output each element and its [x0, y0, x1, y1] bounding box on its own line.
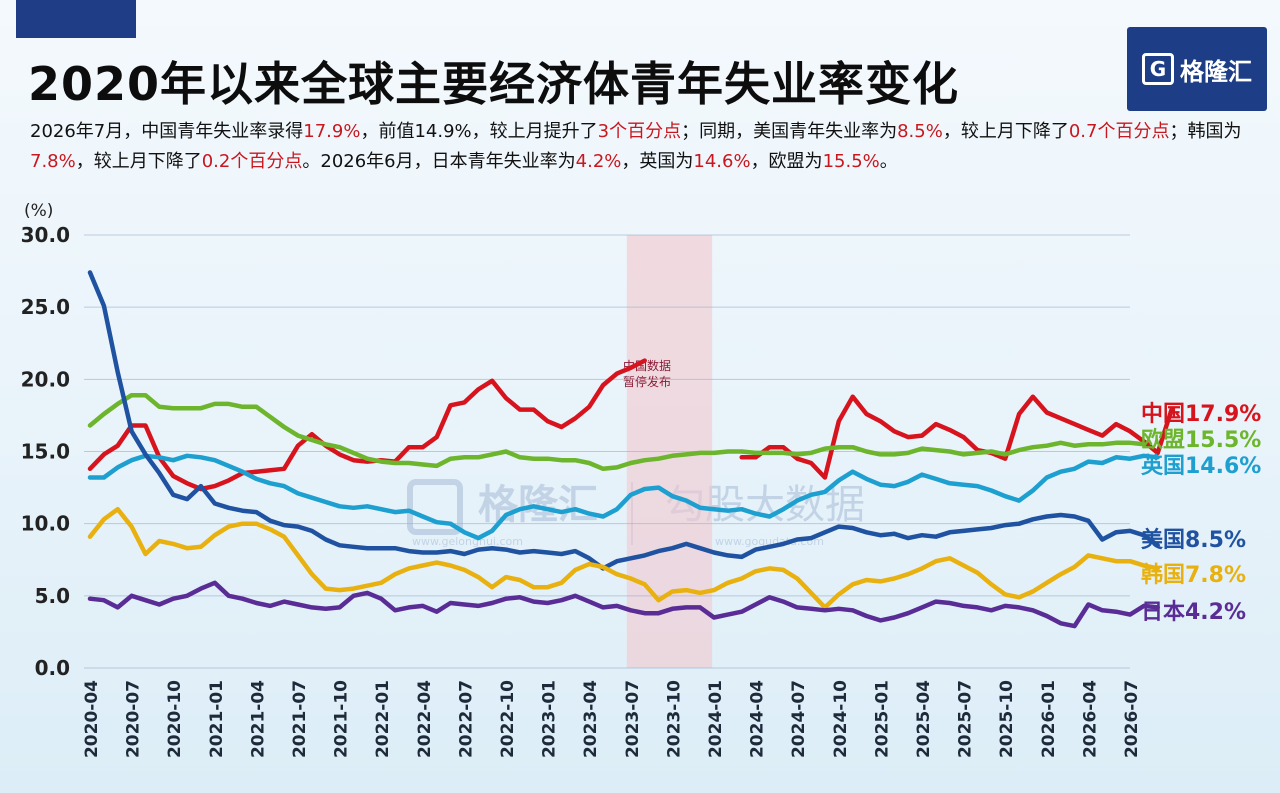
summary-run: ，较上月下降了: [942, 121, 1069, 142]
y-tick-label: 5.0: [35, 584, 70, 608]
series-label-美国: 美国8.5%: [1141, 527, 1246, 553]
summary-highlight: 4.2%: [575, 151, 622, 172]
summary-run: ；同期，美国青年失业率为: [681, 121, 898, 142]
y-tick-label: 10.0: [21, 512, 70, 536]
x-tick-label: 2025-04: [914, 680, 934, 758]
x-tick-label: 2024-07: [789, 680, 809, 758]
brand-logo: G 格隆汇: [1127, 27, 1267, 111]
x-tick-label: 2024-01: [706, 680, 726, 758]
summary-run: ，英国为: [621, 151, 694, 172]
summary-run: 。2026年6月，日本青年失业率为: [302, 151, 576, 172]
summary-run: ，欧盟为: [750, 151, 823, 172]
series-label-日本: 日本4.2%: [1141, 600, 1246, 625]
x-tick-label: 2025-07: [956, 680, 976, 758]
x-tick-label: 2023-01: [540, 680, 560, 758]
x-tick-label: 2023-04: [581, 680, 601, 758]
x-tick-label: 2026-01: [1039, 680, 1059, 758]
watermark-brand-url: www.gelonghui.com: [412, 535, 523, 548]
series-label-韩国: 韩国7.8%: [1141, 562, 1246, 588]
x-tick-label: 2020-10: [165, 680, 185, 758]
x-tick-label: 2022-04: [415, 680, 435, 758]
series-label-英国: 英国14.6%: [1141, 454, 1261, 479]
summary-run: ；韩国为: [1169, 121, 1242, 142]
summary-highlight: 7.8%: [30, 151, 76, 172]
page-title: 2020年以来全球主要经济体青年失业率变化: [28, 57, 960, 111]
series-line-美国: [87, 270, 1160, 571]
x-tick-label: 2022-01: [373, 680, 393, 758]
x-tick-label: 2021-07: [290, 680, 310, 758]
summary-text: 2026年7月，中国青年失业率录得17.9%，前值14.9%，较上月提升了3个百…: [30, 117, 1250, 177]
series-line-韩国: [87, 506, 1160, 610]
logo-g-icon: G: [1142, 53, 1174, 85]
top-accent-bar: [16, 0, 136, 38]
y-tick-label: 30.0: [21, 223, 70, 247]
x-tick-label: 2022-07: [456, 680, 476, 758]
summary-highlight: 0.2个百分点: [201, 151, 303, 172]
x-tick-label: 2026-07: [1122, 680, 1142, 758]
x-tick-label: 2022-10: [498, 680, 518, 758]
y-tick-label: 0.0: [35, 656, 70, 680]
x-tick-label: 2023-10: [664, 680, 684, 758]
summary-run: 2026年7月，中国青年失业率录得: [30, 121, 304, 142]
summary-run: 。: [879, 151, 898, 172]
x-tick-label: 2021-04: [248, 680, 268, 758]
watermark-g-icon: [407, 479, 463, 535]
shaded-period-annotation: 中国数据: [623, 358, 671, 373]
summary-run: ，较上月下降了: [75, 151, 202, 172]
x-tick-label: 2025-01: [872, 680, 892, 758]
x-tick-label: 2021-01: [207, 680, 227, 758]
x-tick-label: 2024-04: [748, 680, 768, 758]
x-tick-label: 2024-10: [831, 680, 851, 758]
series-line-日本: [87, 580, 1160, 629]
series-label-欧盟: 欧盟15.5%: [1141, 427, 1261, 453]
series-line-欧盟: [87, 392, 1147, 472]
summary-run: ，前值14.9%，较上月提升了: [360, 121, 598, 142]
y-tick-label: 25.0: [21, 295, 70, 319]
summary-highlight: 3个百分点: [597, 121, 682, 142]
summary-highlight: 15.5%: [822, 151, 880, 172]
summary-highlight: 8.5%: [897, 121, 943, 142]
x-tick-label: 2020-07: [124, 680, 144, 758]
series-line-英国: [87, 453, 1160, 541]
summary-highlight: 0.7个百分点: [1068, 121, 1170, 142]
y-axis-label: (%): [24, 201, 53, 221]
shaded-period-annotation: 暂停发布: [623, 374, 671, 389]
x-tick-label: 2023-07: [623, 680, 643, 758]
x-tick-label: 2021-10: [332, 680, 352, 758]
series-line-中国: [87, 358, 1174, 492]
logo-text: 格隆汇: [1180, 57, 1252, 86]
summary-highlight: 17.9%: [303, 121, 361, 142]
summary-highlight: 14.6%: [693, 151, 751, 172]
y-tick-label: 15.0: [21, 440, 70, 464]
x-tick-label: 2020-04: [82, 680, 102, 758]
x-tick-label: 2025-10: [997, 680, 1017, 758]
x-tick-label: 2026-04: [1080, 680, 1100, 758]
series-label-中国: 中国17.9%: [1141, 402, 1261, 427]
y-tick-label: 20.0: [21, 367, 70, 391]
